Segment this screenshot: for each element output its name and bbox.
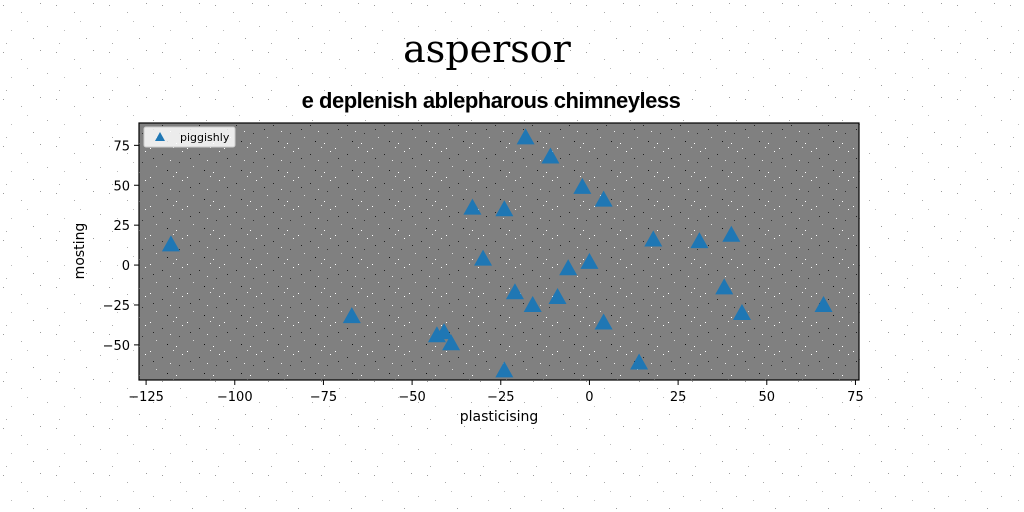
data-point: [516, 128, 535, 145]
chart-suptitle: aspersor: [403, 27, 572, 71]
x-tick-label: 25: [670, 390, 687, 405]
data-point: [435, 323, 454, 340]
data-point: [495, 200, 514, 217]
data-point: [690, 232, 709, 249]
legend-label: piggishly: [180, 131, 230, 144]
y-tick-label: 50: [113, 179, 130, 194]
data-point: [594, 313, 613, 330]
data-point: [715, 278, 734, 295]
x-tick-label: 75: [847, 390, 864, 405]
data-point: [580, 252, 599, 269]
x-tick-label: −25: [487, 390, 514, 405]
legend-box: [143, 126, 236, 148]
y-tick-label: −25: [103, 299, 130, 314]
data-point: [161, 235, 180, 252]
x-tick-label: −125: [128, 390, 164, 405]
data-point: [814, 295, 833, 312]
x-tick-label: −50: [398, 390, 425, 405]
data-point: [573, 177, 592, 194]
data-point: [495, 361, 514, 378]
data-point: [630, 353, 649, 370]
legend: piggishly: [143, 126, 236, 148]
x-tick-label: 50: [759, 390, 776, 405]
x-tick-label: −75: [310, 390, 337, 405]
data-point: [594, 190, 613, 207]
plot-frame: [138, 122, 860, 381]
y-tick-label: −50: [103, 339, 130, 354]
y-tick-label: 75: [113, 139, 130, 154]
y-tick-label: 25: [113, 219, 130, 234]
data-point: [644, 230, 663, 247]
data-point: [505, 283, 524, 300]
y-tick-label: 0: [122, 259, 130, 274]
data-point: [541, 147, 560, 164]
data-points: [161, 128, 833, 378]
data-point: [548, 287, 567, 304]
data-point: [523, 295, 542, 312]
data-point: [474, 249, 493, 266]
plot-noise: [139, 123, 859, 380]
chart-title: e deplenish ablepharous chimneyless: [302, 88, 681, 113]
legend-marker: [155, 132, 165, 141]
data-point: [722, 225, 741, 242]
x-axis-ticks: −125 −100 −75 −50 −25 0 25 50 75: [128, 380, 864, 405]
x-tick-label: −100: [217, 390, 253, 405]
data-point: [463, 198, 482, 215]
data-point: [442, 334, 461, 351]
data-point: [732, 303, 751, 320]
x-axis-label: plasticising: [460, 409, 539, 425]
data-point: [342, 307, 361, 324]
x-tick-label: 0: [585, 390, 593, 405]
y-axis-label: mosting: [72, 223, 88, 280]
y-axis-ticks: −50 −25 0 25 50 75: [103, 139, 139, 354]
data-point: [559, 259, 578, 276]
